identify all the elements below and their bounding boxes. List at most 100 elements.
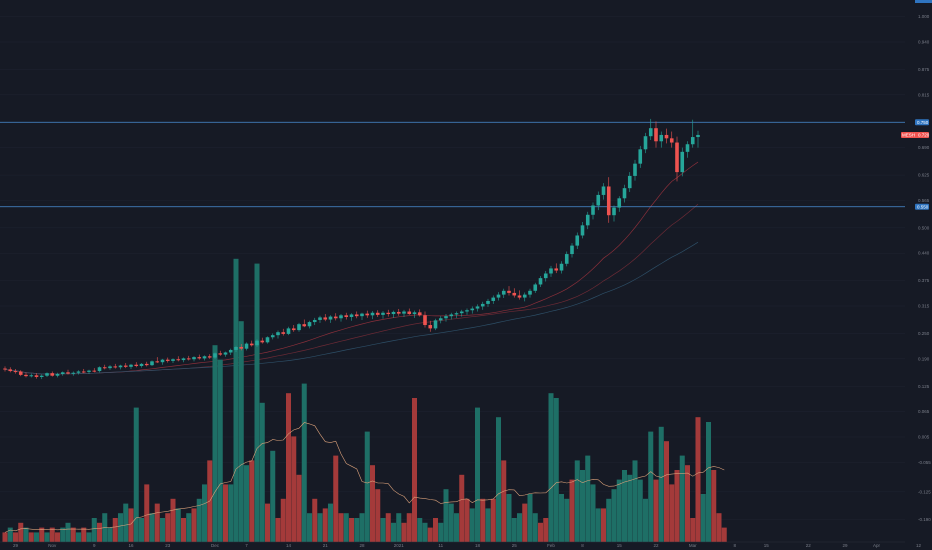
price-axis-bg [905, 0, 932, 550]
volume-bar [417, 518, 423, 542]
volume-bar [632, 460, 638, 542]
candle-body [323, 317, 328, 320]
candle-body [76, 371, 81, 373]
candle [108, 365, 112, 370]
candle [564, 251, 569, 267]
candle [559, 261, 564, 274]
volume-bar [2, 532, 8, 542]
candle [412, 310, 417, 318]
volume-bar [160, 518, 165, 542]
price-tick-label: 0.565 [918, 198, 930, 203]
volume-bar [23, 527, 29, 542]
candle-body [8, 369, 13, 372]
time-tick-label: Mar [689, 543, 697, 548]
price-tick-label: 0.375 [918, 278, 930, 283]
volume-bar [559, 494, 564, 542]
volume-bar [721, 527, 727, 542]
candle [465, 308, 469, 315]
candle-body [265, 337, 270, 343]
candle [638, 145, 643, 168]
candle [297, 322, 301, 332]
volume-bar [86, 532, 92, 542]
volume-bar [217, 359, 223, 542]
volume-bar [312, 498, 318, 542]
candle-body [648, 128, 653, 137]
volume-bar [506, 494, 512, 542]
candle-body [486, 300, 490, 304]
volume-bar [706, 422, 711, 542]
candle-body [638, 149, 643, 164]
volume-bar [569, 479, 575, 542]
time-axis[interactable]: 29 Nov 9 16 23 Dec 7 14 21 28 2021 11 18 25 Feb 8 15 22 Ma… [0, 541, 921, 548]
price-tags: 0.750 0.550 MESH 0.720 [901, 119, 930, 210]
candle-body [328, 316, 333, 320]
candle-body [55, 374, 60, 376]
candle-body [381, 312, 385, 315]
time-tick-label: Feb [547, 543, 555, 548]
volume-bar [522, 503, 528, 542]
volume-bar [238, 321, 244, 542]
candle-body [690, 137, 695, 145]
candle-body [585, 214, 590, 226]
horizontal-lines[interactable] [0, 121, 915, 208]
candle-body [244, 343, 249, 349]
candle [622, 184, 627, 203]
candle-body [354, 314, 359, 317]
candle-body [223, 352, 228, 355]
price-tick-label: 0.440 [918, 251, 930, 256]
volume-bar [338, 513, 344, 542]
moving-averages [4, 161, 699, 375]
volume-bar [643, 498, 648, 542]
volume-bar [459, 474, 465, 542]
candle [580, 221, 585, 239]
candle-body [517, 295, 522, 298]
volume-bar [433, 518, 438, 542]
volume-bar [165, 513, 171, 542]
candle-body [617, 198, 622, 208]
candle-body [207, 356, 212, 358]
candle-body [669, 138, 674, 143]
candle [323, 314, 328, 322]
candle [685, 141, 690, 158]
volume-bar [690, 518, 696, 542]
price-tick-label: 0.125 [918, 384, 930, 389]
volume-bar [7, 527, 13, 542]
candle-body [444, 316, 448, 319]
candle [549, 265, 553, 277]
price-tick-label: 0.625 [918, 173, 930, 178]
candle [129, 363, 133, 369]
candle-body [24, 374, 28, 377]
volume-bar [280, 498, 286, 542]
candle [223, 351, 228, 357]
candle [669, 131, 674, 148]
volume-bar [333, 455, 339, 542]
candle [139, 363, 144, 368]
hline-upper-tag-bg [915, 119, 929, 126]
candle-body [360, 313, 364, 317]
current-price-tag: MESH 0.720 [901, 131, 930, 138]
candle-body [501, 290, 506, 295]
candle [307, 320, 312, 329]
candle [45, 372, 49, 377]
volume-bar [391, 522, 396, 542]
candle-body [633, 163, 637, 176]
candle [522, 292, 527, 302]
volume-bar [364, 431, 370, 542]
candle-body [370, 312, 375, 316]
volume-bar [81, 527, 87, 542]
candle [617, 196, 622, 212]
volume-bar [70, 527, 76, 542]
candle-body [218, 353, 223, 355]
volume-bar [354, 518, 360, 542]
candlesticks [3, 118, 700, 380]
price-axis[interactable]: 1.000 0.940 0.875 0.815 0.750 0.690 0.625 0.565… [905, 0, 932, 550]
volume-bar [464, 498, 470, 542]
candle-body [349, 314, 354, 317]
candle-body [291, 328, 296, 331]
candle [417, 309, 422, 317]
volume-bar [39, 527, 45, 542]
candle [118, 364, 123, 370]
candle-body [192, 357, 196, 360]
